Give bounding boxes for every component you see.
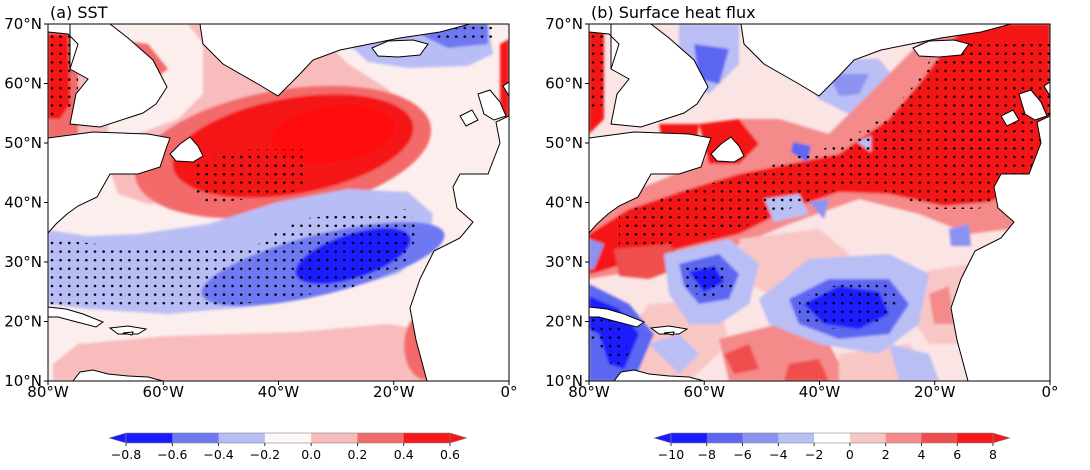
lat-tick-label: 50°N (545, 134, 583, 152)
colorbar-outline (670, 432, 994, 444)
colorbar-tick-label: −6 (733, 447, 751, 462)
colorbar-bin (706, 433, 743, 443)
colorbar-tick-label: 0.6 (440, 447, 460, 462)
axes-and-colorbars: (a) SST 10°N 20°N 30°N 40°N 50°N 60°N 70°N 80°W 6… (4, 3, 1058, 462)
lon-tick-label: 40°W (258, 383, 300, 401)
colorbar-outline (125, 432, 451, 444)
colorbar-tick-label: 4 (917, 447, 925, 462)
colorbar-tick-label: −8 (698, 447, 716, 462)
colorbar-tick-label: 0.2 (347, 447, 367, 462)
colorbar-bin (357, 433, 405, 443)
lat-tick-label: 50°N (4, 134, 42, 152)
lat-tick-label: 10°N (4, 372, 42, 390)
colorbar-extend-min (653, 432, 672, 444)
lat-tick-label: 30°N (4, 253, 42, 271)
lat-tick-label: 20°N (545, 313, 583, 331)
lon-tick-label: 80°W (27, 383, 69, 401)
colorbar-bin (849, 433, 886, 443)
colorbar-tick-label: 0.0 (301, 447, 321, 462)
colorbar-tick-label: 6 (953, 447, 961, 462)
lat-tick-label: 40°N (545, 194, 583, 212)
colorbar-bin (172, 433, 219, 443)
lat-tick-label: 70°N (4, 15, 42, 33)
colorbar-tick-label: 2 (882, 447, 890, 462)
colorbar-tick-label: −0.2 (250, 447, 280, 462)
colorbar-bin (671, 433, 708, 443)
lat-tick-label: 60°N (4, 75, 42, 93)
lat-tick-label: 60°N (545, 75, 583, 93)
colorbar-tick-label: 8 (989, 447, 997, 462)
colorbar-bin (311, 433, 358, 443)
significance-stippling (589, 34, 1050, 369)
significance-stippling (48, 24, 498, 309)
colorbar-tick-label: −0.4 (203, 447, 233, 462)
colorbar-bin (403, 433, 451, 443)
lat-tick-label: 10°N (545, 372, 583, 390)
lon-tick-label: 60°W (143, 383, 185, 401)
panel-title: (b) Surface heat flux (591, 3, 756, 22)
colorbar-extend-min (108, 432, 127, 444)
colorbar-bin (778, 433, 815, 443)
colorbar-bin (742, 433, 779, 443)
lat-tick-label: 20°N (4, 313, 42, 331)
colorbar-tick-label: −0.8 (111, 447, 141, 462)
panel-a-sst-map (47, 23, 510, 382)
lat-tick-label: 40°N (4, 194, 42, 212)
colorbar-tick-label: −4 (769, 447, 787, 462)
lon-tick-label: 60°W (684, 383, 726, 401)
colorbar-extend-max (449, 432, 468, 444)
colorbar-bin (814, 433, 851, 443)
colorbar-bin (885, 433, 922, 443)
lat-tick-label: 30°N (545, 253, 583, 271)
colorbar-tick-label: −0.6 (157, 447, 187, 462)
colorbar-bin (218, 433, 266, 443)
colorbar-tick-label: 0.4 (394, 447, 414, 462)
colorbar-bin (957, 433, 994, 443)
panel-title: (a) SST (50, 3, 108, 22)
lon-tick-label: 20°W (373, 383, 415, 401)
lon-tick-label: 0° (1041, 383, 1058, 401)
colorbar-b: −10 −8 −6 −4 −2 0 2 4 6 8 (653, 432, 1011, 462)
colorbar-extend-max (992, 432, 1011, 444)
colorbar-bin (264, 433, 312, 443)
colorbar-tick-label: −2 (805, 447, 823, 462)
colorbar-tick-label: 0 (846, 447, 854, 462)
colorbar-bin (126, 433, 173, 443)
lon-tick-label: 40°W (799, 383, 841, 401)
lon-tick-label: 0° (500, 383, 517, 401)
panel-b-heat-flux-map (588, 23, 1051, 382)
colorbar-a: −0.8 −0.6 −0.4 −0.2 0.0 0.2 0.4 0.6 (108, 432, 468, 462)
lon-tick-label: 20°W (914, 383, 956, 401)
lat-tick-label: 70°N (545, 15, 583, 33)
lon-tick-label: 80°W (568, 383, 610, 401)
colorbar-bin (921, 433, 958, 443)
colorbar-tick-label: −10 (658, 447, 684, 462)
